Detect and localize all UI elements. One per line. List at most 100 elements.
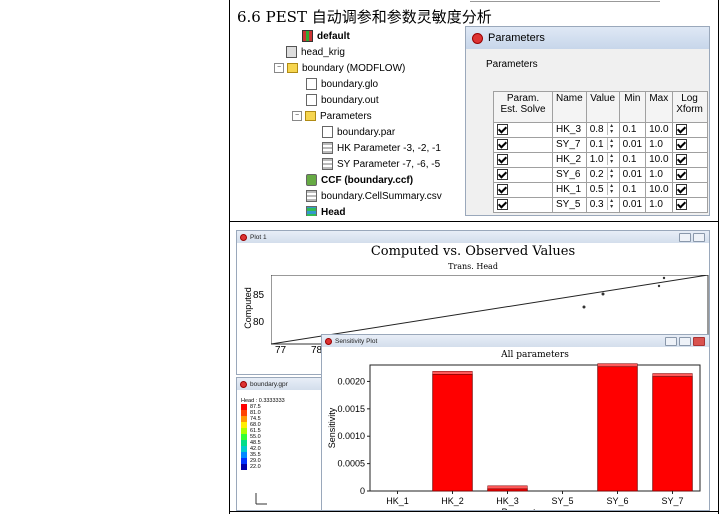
col-max: Max (645, 91, 673, 123)
legend-entry: 35.5 (241, 452, 261, 458)
axis-triad-icon (255, 493, 267, 505)
solve-checkbox[interactable] (493, 182, 553, 198)
plot1-titlebar[interactable]: Plot 1 (237, 231, 709, 243)
param-name: HK_1 (552, 182, 587, 198)
param-value: 0.5 (589, 184, 604, 195)
param-min: 0.1 (618, 152, 647, 168)
table-icon (306, 190, 317, 202)
folder-icon (305, 111, 316, 121)
solve-checkbox[interactable] (493, 122, 553, 138)
spinner-arrows-icon[interactable]: ▴ ▾ (606, 198, 616, 211)
log-xform-checkbox[interactable] (671, 152, 708, 168)
log-xform-checkbox[interactable] (671, 197, 708, 213)
param-min: 0.01 (618, 167, 647, 183)
param-value-spinner[interactable]: 1.0 ▴ ▾ (585, 152, 620, 168)
header-rule (470, 1, 660, 2)
param-value-spinner[interactable]: 0.5 ▴ ▾ (585, 182, 620, 198)
tree-item-sy-parameter[interactable]: SY Parameter -7, -6, -5 (322, 156, 440, 172)
legend-entry: 74.5 (241, 416, 261, 422)
legend-swatch (241, 428, 247, 434)
collapse-icon[interactable]: − (292, 111, 302, 121)
x-axis-label: Parameter name (501, 507, 568, 511)
table-row[interactable]: SY_6 0.2 ▴ ▾ 0.01 1.0 (493, 167, 708, 183)
tree-item-cellsummary[interactable]: boundary.CellSummary.csv (306, 188, 442, 204)
app-icon (240, 380, 247, 388)
parameters-table: Param. Est. Solve Name Value Min Max Log… (493, 91, 708, 213)
solve-checkbox[interactable] (493, 197, 553, 213)
bar-hk-2 (432, 373, 473, 492)
tree-item-parameters[interactable]: − Parameters (292, 108, 372, 124)
tree-item-head[interactable]: Head (306, 204, 345, 216)
spinner-arrows-icon[interactable]: ▴ ▾ (606, 138, 616, 151)
plot1-point (601, 292, 605, 296)
legend-swatch (241, 404, 247, 410)
param-max: 1.0 (645, 197, 673, 213)
tree-item-boundary[interactable]: − boundary (MODFLOW) (274, 60, 405, 76)
param-value-spinner[interactable]: 0.8 ▴ ▾ (585, 122, 620, 138)
plot1-point (657, 284, 661, 288)
legend-swatch (241, 458, 247, 464)
param-value-spinner[interactable]: 0.3 ▴ ▾ (585, 197, 620, 213)
legend-entry: 68.0 (241, 422, 261, 428)
param-min: 0.01 (618, 197, 647, 213)
solve-checkbox[interactable] (493, 152, 553, 168)
param-name: SY_7 (552, 137, 587, 153)
solve-checkbox[interactable] (493, 167, 553, 183)
tree-item-boundary-glo[interactable]: boundary.glo (306, 76, 378, 92)
sensitivity-chart: All parameters 0 0.0005 0.0010 0.0015 0.0020 H… (327, 350, 701, 511)
boundary-gpr-titlebar[interactable]: boundary.gpr (237, 378, 323, 390)
x-tick-label: HK_1 (386, 496, 409, 506)
tree-item-hk-parameter[interactable]: HK Parameter -3, -2, -1 (322, 140, 441, 156)
close-button[interactable] (693, 336, 705, 346)
tree-item-ccf[interactable]: CCF (boundary.ccf) (306, 172, 413, 188)
table-row[interactable]: HK_1 0.5 ▴ ▾ 0.1 10.0 (493, 182, 708, 198)
bar-hk-3 (487, 488, 528, 492)
bar-top (487, 485, 528, 490)
param-min: 0.1 (618, 182, 647, 198)
tree-item-boundary-par[interactable]: boundary.par (322, 124, 395, 140)
legend-label: 22.0 (250, 464, 261, 470)
maximize-button[interactable] (679, 336, 691, 346)
spinner-arrows-icon[interactable]: ▴ ▾ (606, 168, 616, 181)
x-tick-label: SY_7 (661, 496, 683, 506)
bar-sy-7 (652, 376, 693, 492)
legend-entry: 29.0 (241, 458, 261, 464)
log-xform-checkbox[interactable] (671, 137, 708, 153)
tree-item-default[interactable]: default (302, 28, 350, 44)
solve-checkbox[interactable] (493, 137, 553, 153)
tree-item-head-krig[interactable]: head_krig (286, 44, 345, 60)
chart-title: All parameters (500, 350, 569, 360)
parameters-group-label: Parameters (486, 59, 538, 70)
minimize-button[interactable] (665, 336, 677, 346)
log-xform-checkbox[interactable] (671, 122, 708, 138)
sensitivity-titlebar[interactable]: Sensitivity Plot (322, 335, 709, 347)
spinner-arrows-icon[interactable]: ▴ ▾ (606, 183, 616, 196)
spinner-arrows-icon[interactable]: ▴ ▾ (606, 123, 616, 136)
maximize-button[interactable] (693, 232, 705, 242)
legend-label: 61.5 (250, 428, 261, 434)
table-row[interactable]: HK_2 1.0 ▴ ▾ 0.1 10.0 (493, 152, 708, 168)
parameters-titlebar[interactable]: Parameters (466, 27, 709, 49)
minimize-button[interactable] (679, 232, 691, 242)
collapse-icon[interactable]: − (274, 63, 284, 73)
log-xform-checkbox[interactable] (671, 182, 708, 198)
tree-item-boundary-out[interactable]: boundary.out (306, 92, 379, 108)
param-value: 0.1 (589, 139, 604, 150)
param-value-spinner[interactable]: 0.1 ▴ ▾ (585, 137, 620, 153)
param-value-spinner[interactable]: 0.2 ▴ ▾ (585, 167, 620, 183)
x-tick-label: HK_3 (496, 496, 519, 506)
legend-entry: 81.0 (241, 410, 261, 416)
plot1-one-to-one-line (271, 275, 709, 345)
legend-entry: 61.5 (241, 428, 261, 434)
table-row[interactable]: HK_3 0.8 ▴ ▾ 0.1 10.0 (493, 122, 708, 138)
table-row[interactable]: SY_5 0.3 ▴ ▾ 0.01 1.0 (493, 197, 708, 213)
boundary-gpr-window: boundary.gpr Head : 0.3333333 87.5 81.0 74… (236, 377, 324, 511)
x-tick-label: SY_5 (551, 496, 573, 506)
log-xform-checkbox[interactable] (671, 167, 708, 183)
bar-top (597, 363, 638, 367)
table-row[interactable]: SY_7 0.1 ▴ ▾ 0.01 1.0 (493, 137, 708, 153)
spinner-arrows-icon[interactable]: ▴ ▾ (606, 153, 616, 166)
plot1-ytick-85: 85 (253, 290, 265, 301)
chart-frame (369, 364, 701, 492)
table-border-left (229, 0, 230, 514)
